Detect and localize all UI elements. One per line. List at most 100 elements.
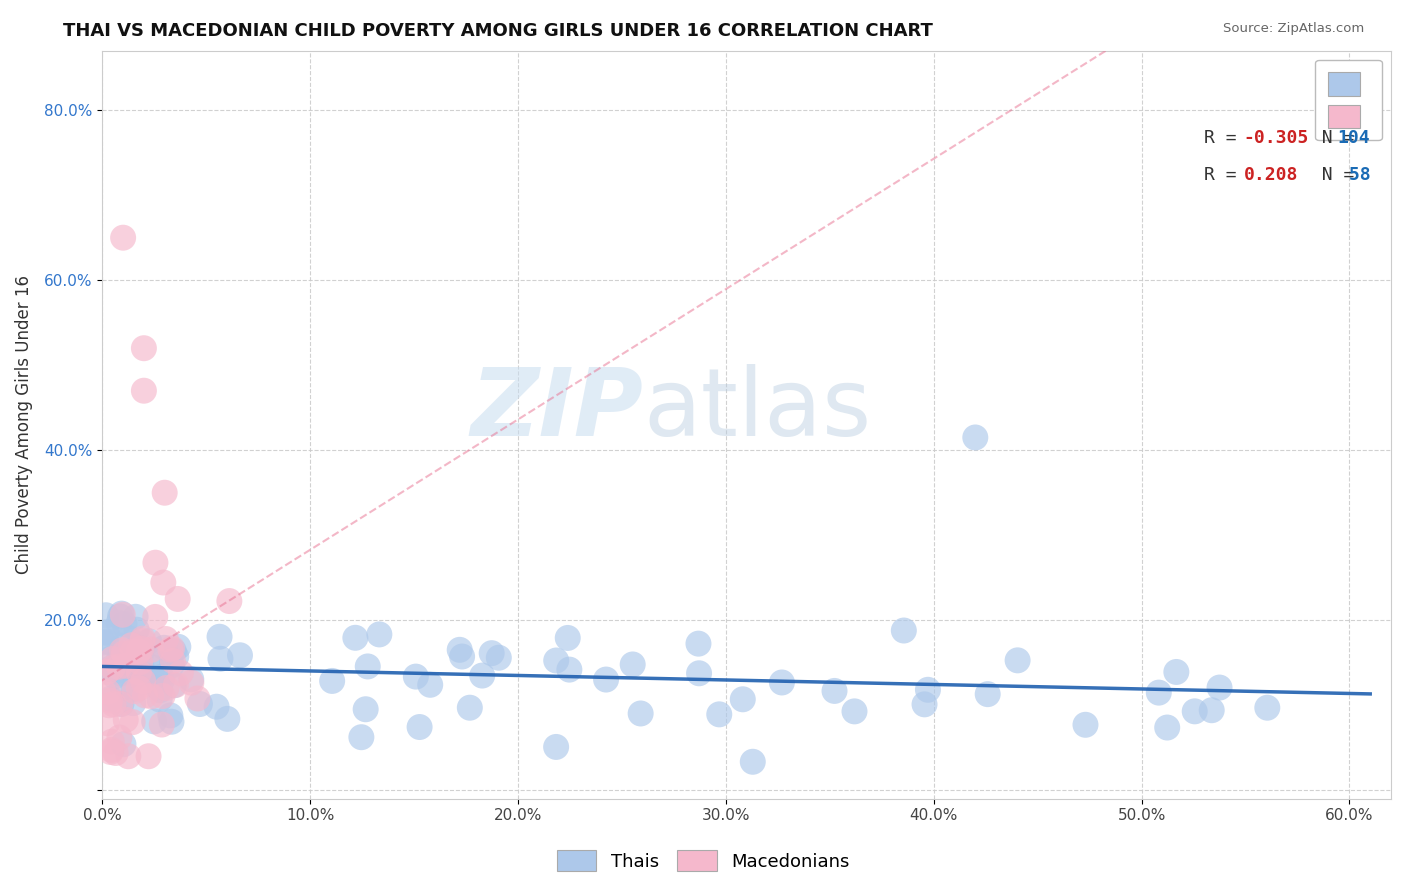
Point	[108, 659, 131, 673]
Point	[630, 706, 652, 721]
Point	[108, 609, 131, 624]
Point	[104, 746, 127, 760]
Point	[163, 678, 186, 692]
Point	[153, 485, 176, 500]
Point	[94, 634, 117, 648]
Point	[149, 670, 172, 684]
Point	[688, 666, 710, 681]
Point	[110, 697, 132, 711]
Point	[104, 669, 127, 683]
Point	[131, 633, 153, 648]
Point	[100, 691, 122, 706]
Point	[419, 678, 441, 692]
Point	[165, 678, 187, 692]
Point	[451, 649, 474, 664]
Text: R =: R =	[1205, 128, 1247, 147]
Point	[122, 663, 145, 677]
Point	[209, 652, 232, 666]
Point	[132, 674, 155, 689]
Point	[217, 712, 239, 726]
Point	[159, 708, 181, 723]
Point	[150, 673, 173, 687]
Point	[125, 651, 148, 665]
Point	[97, 662, 120, 676]
Point	[917, 682, 939, 697]
Text: R =: R =	[1205, 166, 1258, 184]
Point	[558, 663, 581, 677]
Point	[163, 644, 186, 658]
Point	[152, 689, 174, 703]
Point	[94, 608, 117, 623]
Point	[160, 714, 183, 729]
Point	[132, 341, 155, 355]
Point	[107, 653, 129, 667]
Point	[149, 692, 172, 706]
Point	[132, 384, 155, 398]
Point	[100, 745, 122, 759]
Point	[1184, 704, 1206, 718]
Point	[110, 697, 132, 711]
Point	[98, 698, 121, 713]
Point	[149, 683, 172, 698]
Point	[110, 656, 132, 670]
Point	[132, 632, 155, 646]
Point	[186, 691, 208, 706]
Point	[112, 737, 135, 751]
Point	[121, 715, 143, 730]
Point	[488, 650, 510, 665]
Y-axis label: Child Poverty Among Girls Under 16: Child Poverty Among Girls Under 16	[15, 276, 32, 574]
Point	[1201, 703, 1223, 717]
Point	[1156, 721, 1178, 735]
Point	[965, 430, 987, 444]
Text: THAI VS MACEDONIAN CHILD POVERTY AMONG GIRLS UNDER 16 CORRELATION CHART: THAI VS MACEDONIAN CHILD POVERTY AMONG G…	[63, 22, 934, 40]
Point	[124, 684, 146, 698]
Point	[111, 643, 134, 657]
Point	[110, 607, 132, 621]
Point	[546, 653, 568, 667]
Point	[128, 681, 150, 695]
Point	[122, 681, 145, 696]
Point	[621, 657, 644, 672]
Point	[1147, 685, 1170, 699]
Legend: , : ,	[1315, 60, 1382, 140]
Point	[350, 730, 373, 744]
Point	[138, 749, 160, 764]
Text: N =: N =	[1301, 166, 1365, 184]
Point	[368, 627, 391, 641]
Point	[112, 639, 135, 653]
Point	[118, 632, 141, 646]
Point	[98, 693, 121, 707]
Text: 58: 58	[1339, 166, 1371, 184]
Point	[208, 630, 231, 644]
Point	[1074, 718, 1097, 732]
Point	[141, 643, 163, 657]
Point	[114, 713, 136, 727]
Point	[546, 739, 568, 754]
Point	[129, 655, 152, 669]
Point	[141, 690, 163, 704]
Point	[229, 648, 252, 663]
Point	[153, 640, 176, 655]
Point	[160, 658, 183, 673]
Point	[122, 696, 145, 710]
Point	[741, 755, 763, 769]
Point	[471, 668, 494, 682]
Point	[143, 714, 166, 729]
Point	[162, 654, 184, 668]
Point	[408, 720, 430, 734]
Point	[143, 610, 166, 624]
Point	[124, 668, 146, 682]
Point	[357, 659, 380, 673]
Text: atlas: atlas	[644, 364, 872, 456]
Point	[107, 615, 129, 630]
Point	[125, 623, 148, 637]
Point	[129, 648, 152, 662]
Point	[188, 697, 211, 711]
Point	[166, 591, 188, 606]
Point	[111, 681, 134, 695]
Point	[128, 654, 150, 668]
Point	[94, 625, 117, 640]
Point	[354, 702, 377, 716]
Point	[129, 641, 152, 656]
Point	[150, 717, 173, 731]
